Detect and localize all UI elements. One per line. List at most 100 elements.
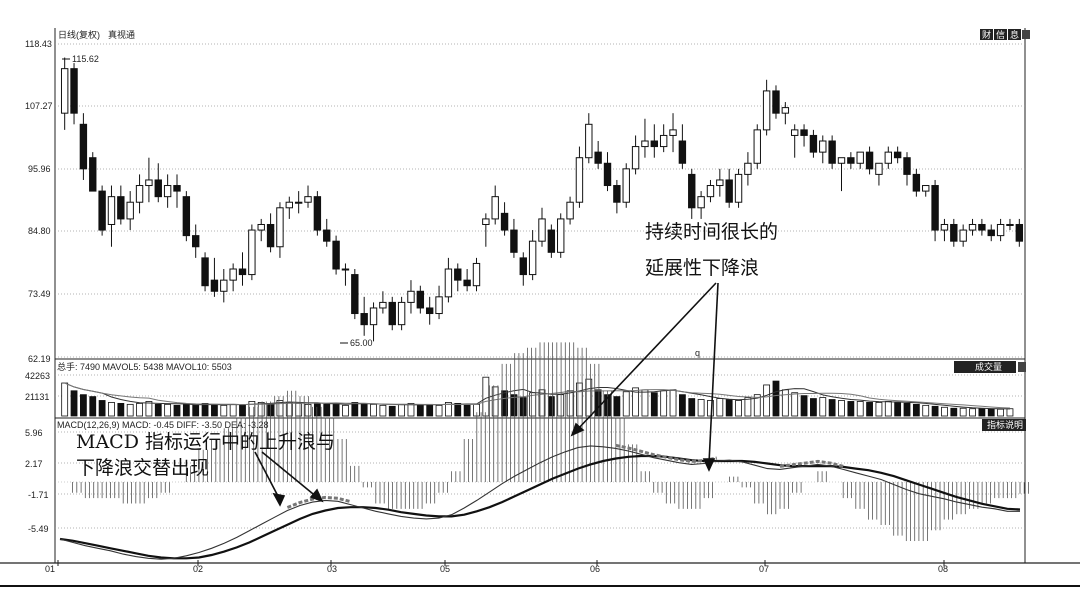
candle-body xyxy=(407,290,415,303)
volume-bar xyxy=(98,400,106,417)
x-tick: 05 xyxy=(440,564,450,574)
volume-bar xyxy=(866,402,873,417)
candle-body xyxy=(379,301,387,309)
candle-body xyxy=(107,196,116,225)
button-bg-3 xyxy=(1008,29,1021,40)
candle-body xyxy=(510,229,518,253)
volume-bar xyxy=(108,402,115,417)
volume-bar xyxy=(753,394,761,417)
candle-body xyxy=(257,223,265,231)
volume-bar xyxy=(894,402,902,417)
volume-bar xyxy=(650,392,658,417)
volume-bar xyxy=(313,402,321,417)
candle-body xyxy=(519,257,527,276)
candle-body xyxy=(135,185,144,203)
candle-body xyxy=(117,196,125,220)
wave-highlight xyxy=(615,443,718,463)
candle-body xyxy=(491,196,499,220)
candle-body xyxy=(903,157,911,175)
volume-bar xyxy=(594,389,602,417)
candle-body xyxy=(744,162,752,175)
volume-bar xyxy=(454,402,462,417)
button-bg-1 xyxy=(980,29,993,40)
volume-bar xyxy=(295,402,303,417)
candle-body xyxy=(266,223,275,248)
price-tick: 118.43 xyxy=(25,39,52,49)
price-tick: 84.80 xyxy=(28,226,51,236)
candle-body xyxy=(781,107,790,114)
volume-button-label[interactable]: 成交量 xyxy=(975,361,1002,372)
volume-button-bg[interactable] xyxy=(954,361,1016,373)
dif-line xyxy=(59,445,1020,560)
candle-body xyxy=(313,196,322,231)
candle-body xyxy=(940,223,949,231)
candle-body xyxy=(772,90,780,114)
volume-bar xyxy=(445,402,452,417)
volume-bar xyxy=(669,389,677,417)
volume-bar xyxy=(725,399,733,417)
candle-body xyxy=(1006,223,1014,226)
button-label-2[interactable]: 信 xyxy=(996,29,1005,40)
button-label-3[interactable]: 息 xyxy=(1010,29,1019,40)
candle-body xyxy=(716,179,724,187)
volume-bar xyxy=(856,401,864,417)
volume-bar xyxy=(351,402,359,417)
arrow-head xyxy=(702,458,716,472)
candle-body xyxy=(248,229,256,276)
volume-bar xyxy=(547,396,555,417)
volume-bar xyxy=(791,392,799,417)
volume-bar xyxy=(501,390,508,417)
candle-body xyxy=(557,218,565,253)
volume-bar xyxy=(632,387,639,417)
candle-body xyxy=(641,140,649,148)
volume-bar xyxy=(875,402,883,417)
candle-body xyxy=(884,151,892,164)
candle-body xyxy=(1015,223,1024,242)
wave-highlight xyxy=(779,459,844,468)
x-tick: 07 xyxy=(759,564,769,574)
volume-tick: 42263 xyxy=(25,371,50,381)
candle-body xyxy=(192,235,200,248)
volume-bar xyxy=(510,394,518,417)
volume-bar xyxy=(248,401,256,417)
candle-body xyxy=(800,129,808,136)
candle-body xyxy=(163,185,172,198)
top-right-buttons[interactable]: 财 信 息 xyxy=(980,29,1030,40)
arrow-head xyxy=(309,488,324,503)
macd-button-bg[interactable] xyxy=(982,419,1026,431)
volume-bar xyxy=(201,402,209,417)
candle-body xyxy=(819,140,827,153)
candle-body xyxy=(388,301,396,326)
candle-body xyxy=(631,146,640,170)
volume-bar xyxy=(117,402,125,417)
candle-body xyxy=(697,196,705,209)
button-bg-2 xyxy=(994,29,1007,40)
low-price-label: 65.00 xyxy=(350,338,373,348)
macd-tick: -1.71 xyxy=(28,490,49,500)
volume-bar xyxy=(379,404,387,417)
price-tick: 107.27 xyxy=(25,101,53,111)
x-tick: 02 xyxy=(193,564,203,574)
volume-bar xyxy=(182,403,190,417)
volume-bar xyxy=(622,391,630,417)
volume-bar xyxy=(491,386,499,417)
candle-body xyxy=(323,229,331,242)
volume-bar xyxy=(482,376,490,417)
volume-bar xyxy=(810,398,817,417)
macd-button-label[interactable]: 指标说明 xyxy=(987,419,1023,430)
candle-body xyxy=(425,307,434,315)
volume-bar xyxy=(941,406,948,417)
arrow-head xyxy=(272,492,286,507)
button-label-1[interactable]: 财 xyxy=(982,29,991,40)
volume-bar xyxy=(660,390,668,417)
candle-body xyxy=(734,173,743,203)
volume-bar xyxy=(819,397,827,417)
annotation-right-line1: 持续时间很长的 xyxy=(645,221,778,243)
volume-bar xyxy=(903,402,911,417)
volume-bar xyxy=(997,408,1005,417)
volume-bar xyxy=(89,396,97,417)
candle-body xyxy=(622,168,630,203)
volume-bar xyxy=(388,405,396,417)
candle-body xyxy=(201,257,209,287)
